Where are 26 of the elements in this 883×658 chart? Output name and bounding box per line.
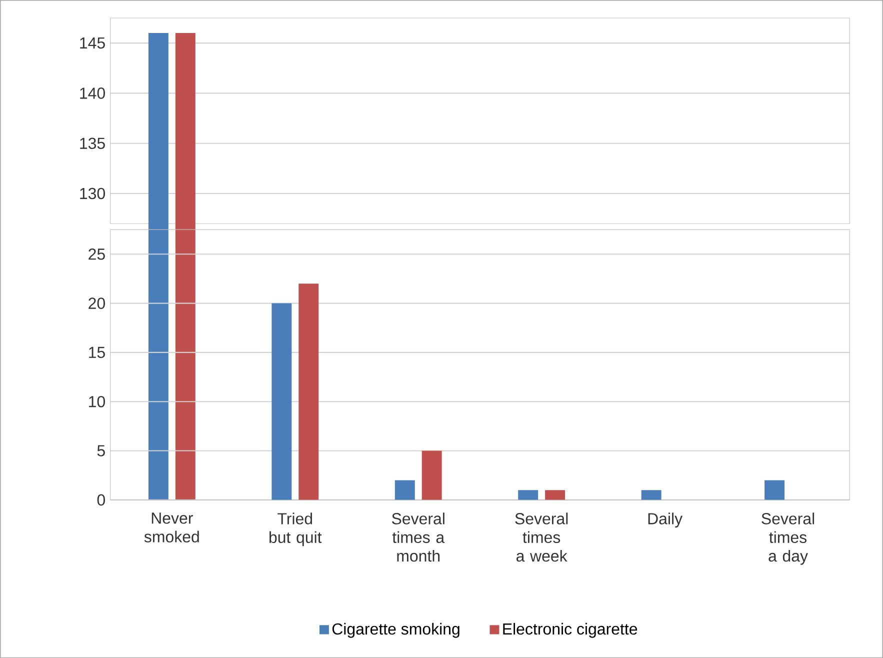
y-tick-label: 20 xyxy=(88,298,105,309)
x-tick-label: Several times a month xyxy=(392,512,445,562)
bar xyxy=(641,490,662,500)
x-tick-label: Tried but quit xyxy=(270,512,322,546)
y-tick-label: 130 xyxy=(80,188,105,200)
bar xyxy=(518,490,538,500)
x-tick-label: Several times a day xyxy=(762,512,814,565)
x-tick-label: Never smoked xyxy=(144,512,199,542)
y-tick-label: 5 xyxy=(97,445,105,456)
y-tick-label: 0 xyxy=(97,494,105,506)
bar xyxy=(394,480,415,500)
bar xyxy=(298,284,319,500)
y-tick-label: 25 xyxy=(88,248,105,260)
y-tick-label: 135 xyxy=(80,138,105,149)
bar xyxy=(422,450,442,500)
y-tick-label: 140 xyxy=(80,87,105,99)
x-tick-label: Several times a week xyxy=(515,512,568,562)
legend-label: Cigarette smoking xyxy=(332,622,460,638)
y-tick-label: 10 xyxy=(89,396,105,408)
y-tick-label: 15 xyxy=(89,346,105,358)
x-tick-label: Daily xyxy=(648,512,683,528)
y-tick-label: 145 xyxy=(80,37,105,49)
bar xyxy=(764,480,785,500)
bar xyxy=(545,490,566,500)
bar xyxy=(272,303,292,500)
legend-label: Electronic cigarette xyxy=(503,622,638,638)
